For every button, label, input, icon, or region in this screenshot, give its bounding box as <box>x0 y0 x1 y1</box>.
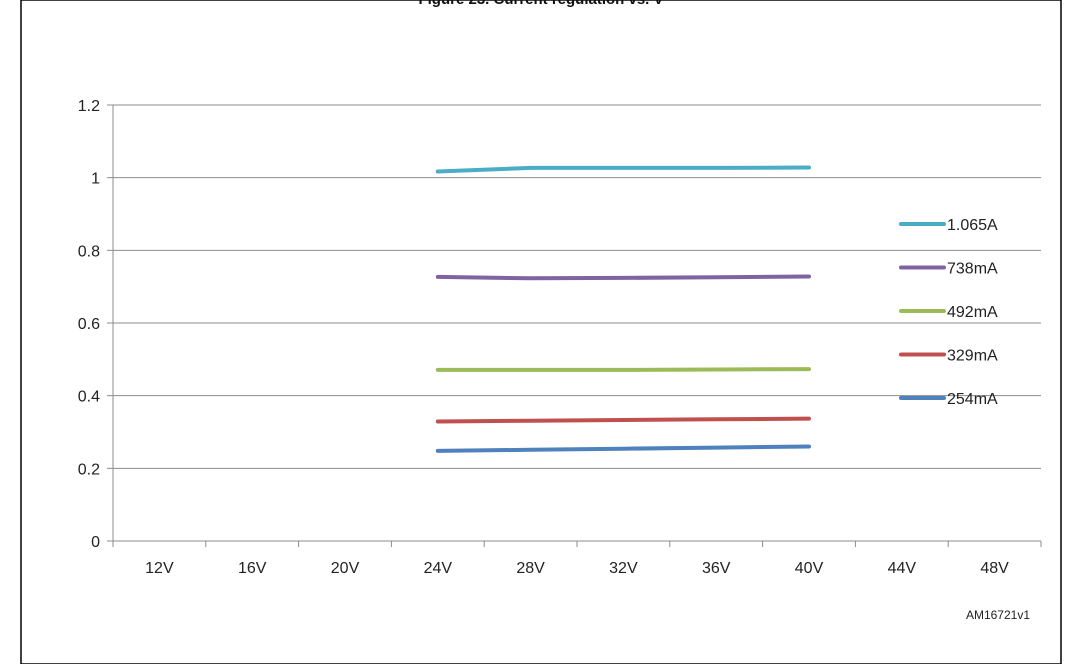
y-tick-label: 1.2 <box>78 98 100 115</box>
x-tick-labels: 12V 16V 20V 24V 28V 32V 36V 40V 44V 48V <box>145 560 1009 577</box>
x-tick-label: 32V <box>609 560 638 577</box>
x-tick-label: 36V <box>702 560 731 577</box>
series-line-1.065A <box>435 165 811 174</box>
series-lines <box>435 165 811 453</box>
axes <box>107 104 1042 547</box>
legend-label: 329mA <box>947 348 998 365</box>
y-tick-label: 0.4 <box>78 389 100 406</box>
chart-title: Figure 23. Current regulation vs. V <box>418 0 663 8</box>
grid-lines <box>113 104 1041 469</box>
y-tick-label: 0.2 <box>78 461 100 478</box>
y-tick-label: 0 <box>91 534 100 551</box>
y-tick-label: 0.8 <box>78 243 100 260</box>
x-tick-label: 12V <box>145 560 174 577</box>
x-tick-label: 16V <box>238 560 267 577</box>
x-tick-label: 24V <box>424 560 453 577</box>
x-tick-label: 28V <box>516 560 545 577</box>
y-tick-labels: 0 0.2 0.4 0.6 0.8 1 1.2 <box>78 98 100 551</box>
x-tick-label: 20V <box>331 560 360 577</box>
x-tick-label: 40V <box>795 560 824 577</box>
legend-label: 254mA <box>947 391 998 408</box>
legend: 1.065A 738mA 492mA 329mA 254mA <box>899 217 998 408</box>
y-tick-label: 0.6 <box>78 316 100 333</box>
y-tick-label: 1 <box>91 171 100 188</box>
series-line-492mA <box>435 367 811 372</box>
legend-label: 492mA <box>947 304 998 321</box>
figure-frame <box>20 0 1062 664</box>
legend-label: 738mA <box>947 261 998 278</box>
series-line-738mA <box>435 274 811 281</box>
figure-reference-code: AM16721v1 <box>966 608 1030 622</box>
x-tick-label: 44V <box>888 560 917 577</box>
series-line-254mA <box>435 444 811 453</box>
x-tick-label: 48V <box>980 560 1009 577</box>
legend-label: 1.065A <box>947 217 998 234</box>
series-line-329mA <box>435 416 811 424</box>
